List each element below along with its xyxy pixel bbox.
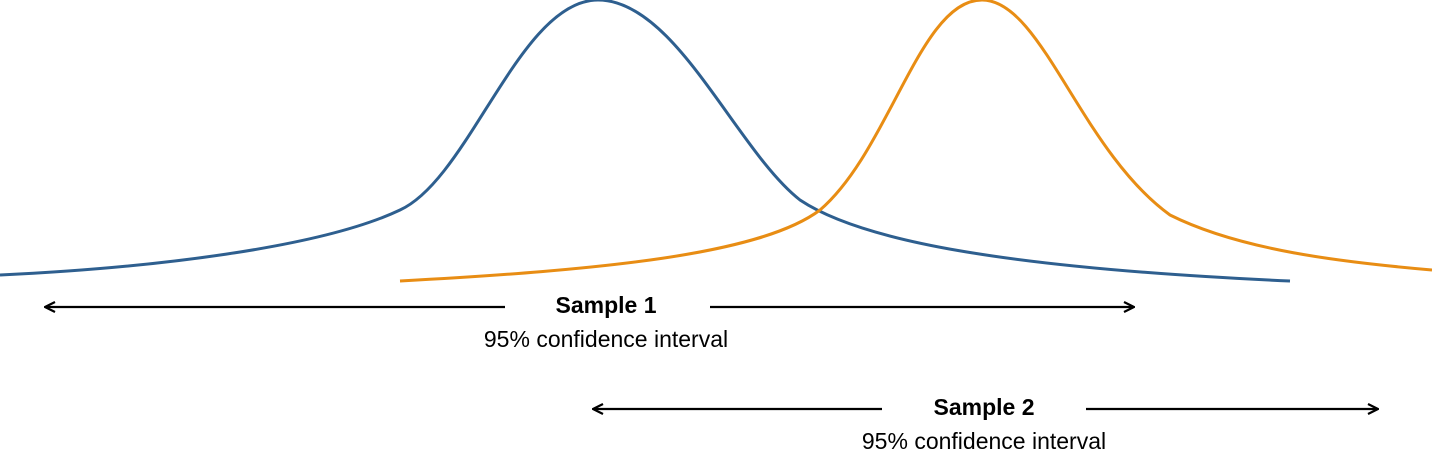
sample-1-title: Sample 1: [555, 292, 657, 318]
sample-1-subtitle: 95% confidence interval: [483, 326, 729, 352]
sample-1-distribution-curve: [0, 0, 1291, 283]
sample-2-title: Sample 2: [933, 394, 1035, 420]
sample-2-subtitle: 95% confidence interval: [861, 428, 1107, 454]
sample-2-distribution-curve: [399, 0, 1432, 283]
